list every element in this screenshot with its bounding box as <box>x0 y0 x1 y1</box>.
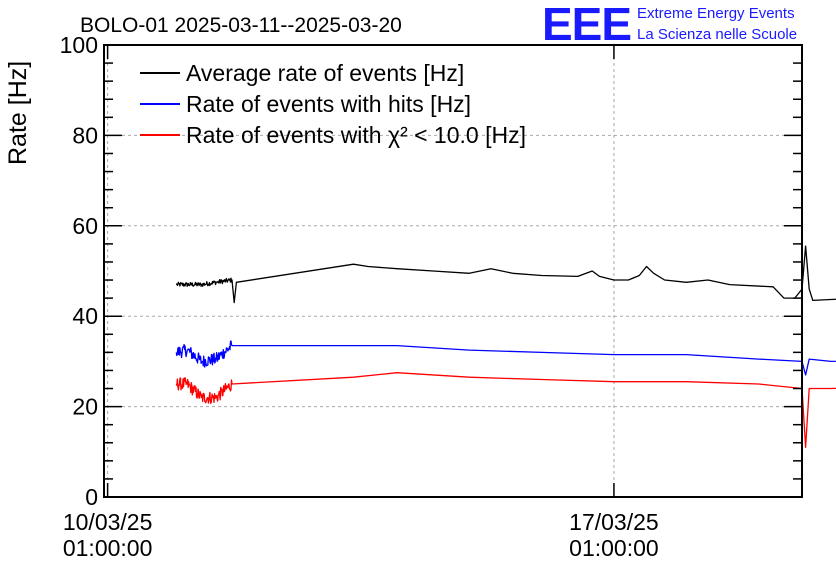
eee-logo-mark: EEE <box>542 0 631 50</box>
y-tick-label: 20 <box>72 394 98 420</box>
series-line-0 <box>175 245 836 304</box>
grid <box>104 45 802 497</box>
axis-ticks: 02040608010010/03/2501:00:0017/03/2501:0… <box>60 32 802 561</box>
y-tick-label: 80 <box>72 122 98 148</box>
x-tick-label-time: 01:00:00 <box>63 535 153 561</box>
eee-logo: EEE Extreme Energy Events La Scienza nel… <box>542 0 797 50</box>
legend-entry-0: Average rate of events [Hz] <box>186 60 464 86</box>
y-tick-label: 60 <box>72 213 98 239</box>
series-group <box>175 245 836 448</box>
series-line-1 <box>175 340 836 376</box>
y-tick-label: 100 <box>60 32 98 58</box>
eee-logo-line2: La Scienza nelle Scuole <box>637 26 797 43</box>
x-tick-label-date: 17/03/25 <box>569 509 659 535</box>
y-tick-label: 0 <box>85 484 98 510</box>
x-tick-label-time: 01:00:00 <box>569 535 659 561</box>
x-tick-label-date: 10/03/25 <box>63 509 153 535</box>
series-line-2 <box>175 372 836 448</box>
plot-frame <box>103 44 803 498</box>
y-axis-label: Rate [Hz] <box>4 61 32 165</box>
legend-entry-1: Rate of events with hits [Hz] <box>186 91 471 117</box>
legend: Average rate of events [Hz] Rate of event… <box>140 60 526 148</box>
y-tick-label: 40 <box>72 303 98 329</box>
legend-entry-2: Rate of events with χ² < 10.0 [Hz] <box>186 122 526 148</box>
chart-title: BOLO-01 2025-03-11--2025-03-20 <box>80 14 402 37</box>
eee-logo-line1: Extreme Energy Events <box>637 5 795 22</box>
